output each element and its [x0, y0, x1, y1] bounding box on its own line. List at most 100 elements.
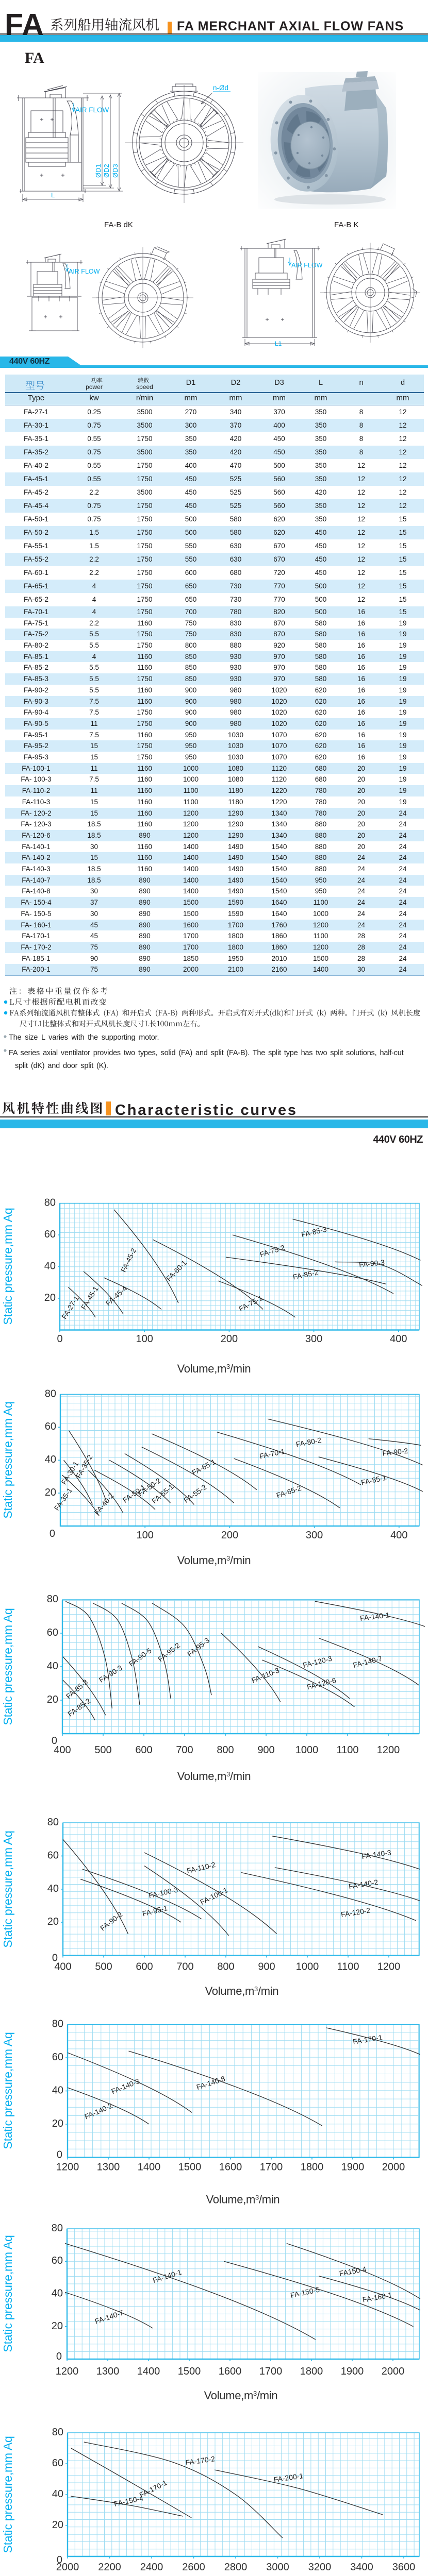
- svg-text:20: 20: [52, 2320, 63, 2332]
- svg-text:40: 40: [47, 1883, 59, 1894]
- svg-text:FA-140-3: FA-140-3: [110, 2077, 141, 2095]
- svg-text:FA-90-2: FA-90-2: [382, 1447, 408, 1458]
- svg-text:FA-90-3: FA-90-3: [97, 1664, 124, 1684]
- svg-text:1200: 1200: [56, 2162, 79, 2173]
- svg-text:3600: 3600: [392, 2562, 416, 2573]
- svg-text:400: 400: [54, 1961, 71, 1973]
- svg-text:400: 400: [54, 1744, 71, 1756]
- svg-text:600: 600: [135, 1744, 152, 1756]
- svg-text:40: 40: [52, 2488, 63, 2500]
- svg-text:20: 20: [45, 1487, 56, 1498]
- svg-text:FA-55-2: FA-55-2: [182, 1483, 208, 1504]
- svg-text:2200: 2200: [98, 2562, 121, 2573]
- svg-text:0: 0: [57, 1333, 62, 1345]
- svg-text:200: 200: [221, 1333, 238, 1345]
- svg-text:FA-150-4: FA-150-4: [113, 2494, 144, 2508]
- svg-text:1800: 1800: [300, 2366, 323, 2377]
- svg-text:60: 60: [44, 1229, 56, 1240]
- svg-text:1600: 1600: [219, 2162, 242, 2173]
- svg-text:FA-140-1: FA-140-1: [359, 1611, 390, 1622]
- svg-text:1500: 1500: [178, 2162, 202, 2173]
- svg-text:20: 20: [47, 1916, 59, 1927]
- svg-text:700: 700: [176, 1744, 193, 1756]
- svg-text:40: 40: [47, 1660, 58, 1672]
- svg-text:2400: 2400: [140, 2562, 163, 2573]
- svg-text:FA-120-2: FA-120-2: [340, 1906, 371, 1919]
- svg-text:500: 500: [94, 1744, 111, 1756]
- svg-text:3200: 3200: [308, 2562, 332, 2573]
- svg-text:300: 300: [305, 1333, 322, 1345]
- svg-text:60: 60: [52, 2052, 63, 2063]
- svg-text:100: 100: [136, 1333, 153, 1345]
- svg-text:900: 900: [257, 1744, 274, 1756]
- svg-text:80: 80: [52, 2427, 63, 2438]
- svg-text:AIR FLOW: AIR FLOW: [75, 106, 109, 114]
- svg-text:400: 400: [390, 1530, 407, 1541]
- svg-text:FA-90-2: FA-90-2: [98, 1910, 124, 1932]
- svg-text:1400: 1400: [138, 2162, 161, 2173]
- svg-text:FA-120-6: FA-120-6: [306, 1676, 337, 1691]
- svg-text:Volume,m3/min: Volume,m3/min: [177, 1362, 251, 1375]
- svg-text:FA-100-3: FA-100-3: [148, 1885, 179, 1900]
- svg-text:FA-75-2: FA-75-2: [259, 1243, 286, 1259]
- svg-text:400: 400: [390, 1333, 407, 1345]
- svg-text:3000: 3000: [266, 2562, 289, 2573]
- svg-text:60: 60: [52, 2255, 63, 2266]
- svg-text:FA-95-2: FA-95-2: [156, 1641, 182, 1663]
- svg-text:Static pressure,mm Aq: Static pressure,mm Aq: [1, 2032, 14, 2149]
- svg-text:0: 0: [56, 2351, 62, 2362]
- svg-text:40: 40: [52, 2288, 63, 2299]
- svg-text:FA-160-1: FA-160-1: [362, 2291, 393, 2304]
- svg-text:Volume,m3/min: Volume,m3/min: [204, 2389, 278, 2402]
- svg-text:1100: 1100: [337, 1961, 359, 1973]
- svg-text:60: 60: [47, 1850, 59, 1861]
- svg-text:FA-85-2: FA-85-2: [292, 1268, 319, 1281]
- svg-text:FA-65-2: FA-65-2: [275, 1484, 303, 1500]
- svg-text:FA-110-2: FA-110-2: [186, 1860, 217, 1875]
- svg-text:FA-45-2: FA-45-2: [119, 1247, 138, 1274]
- svg-text:1200: 1200: [56, 2366, 79, 2377]
- svg-text:AIR FLOW: AIR FLOW: [69, 268, 100, 275]
- svg-text:FA-90-3: FA-90-3: [358, 1258, 385, 1269]
- svg-text:Static pressure,mm Aq: Static pressure,mm Aq: [1, 2235, 14, 2352]
- svg-text:AIR FLOW: AIR FLOW: [291, 262, 323, 269]
- svg-text:L: L: [51, 191, 55, 199]
- svg-text:FA-110-3: FA-110-3: [250, 1666, 281, 1684]
- svg-text:80: 80: [47, 1594, 58, 1605]
- svg-text:1700: 1700: [260, 2162, 283, 2173]
- svg-text:20: 20: [47, 1694, 58, 1705]
- svg-text:1900: 1900: [341, 2366, 364, 2377]
- svg-text:Volume,m3/min: Volume,m3/min: [177, 1770, 251, 1783]
- svg-text:1300: 1300: [97, 2162, 120, 2173]
- svg-text:FA-150-5: FA-150-5: [290, 2285, 321, 2300]
- svg-text:80: 80: [47, 1817, 59, 1828]
- svg-text:FA-140-1: FA-140-1: [152, 2268, 183, 2284]
- svg-text:200: 200: [221, 1530, 238, 1541]
- svg-text:80: 80: [44, 1197, 56, 1209]
- svg-text:1000: 1000: [296, 1961, 319, 1973]
- svg-text:Static pressure,mm Aq: Static pressure,mm Aq: [1, 1831, 14, 1947]
- svg-text:0: 0: [50, 1528, 55, 1539]
- svg-text:20: 20: [44, 1292, 56, 1303]
- svg-text:FA-B dK: FA-B dK: [104, 221, 133, 229]
- svg-text:FA-45-1: FA-45-1: [79, 1285, 100, 1311]
- svg-text:1800: 1800: [301, 2162, 324, 2173]
- svg-text:60: 60: [45, 1421, 56, 1432]
- svg-text:0: 0: [52, 1735, 57, 1747]
- svg-text:FA-170-1: FA-170-1: [138, 2478, 169, 2499]
- svg-text:FA-85-3: FA-85-3: [301, 1225, 327, 1239]
- svg-text:Volume,m3/min: Volume,m3/min: [205, 1985, 279, 1997]
- svg-text:500: 500: [95, 1961, 112, 1973]
- svg-text:FA-170-2: FA-170-2: [185, 2454, 216, 2467]
- svg-text:Static pressure,mm Aq: Static pressure,mm Aq: [1, 1608, 14, 1725]
- svg-text:FA-75-1: FA-75-1: [237, 1294, 264, 1313]
- svg-text:20: 20: [52, 2118, 63, 2129]
- svg-text:ØD2: ØD2: [103, 164, 110, 178]
- svg-text:60: 60: [52, 2458, 63, 2469]
- svg-text:80: 80: [52, 2019, 63, 2030]
- svg-text:Static pressure,mm Aq: Static pressure,mm Aq: [1, 2436, 14, 2553]
- svg-text:1600: 1600: [219, 2366, 242, 2377]
- svg-text:1000: 1000: [295, 1744, 319, 1756]
- svg-text:1400: 1400: [137, 2366, 160, 2377]
- svg-text:2000: 2000: [56, 2562, 79, 2573]
